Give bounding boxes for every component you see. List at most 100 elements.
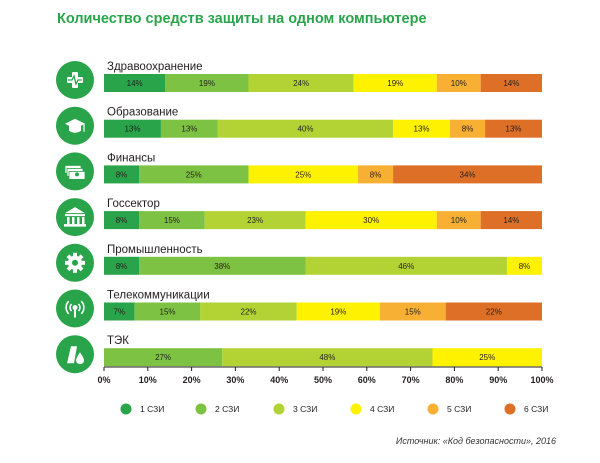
- segment-value-label: 14%: [503, 79, 519, 88]
- x-tick-label: 90%: [489, 375, 507, 385]
- legend-label: 5 СЗИ: [447, 404, 471, 414]
- category-label: Финансы: [107, 152, 155, 164]
- bar-segment: [480, 74, 542, 92]
- segment-value-label: 10%: [451, 216, 467, 225]
- bar-segment: [358, 165, 394, 184]
- bar-segment: [217, 119, 394, 138]
- x-tick-label: 30%: [226, 375, 244, 385]
- bar-segment: [305, 211, 437, 230]
- x-tick-label: 10%: [139, 375, 157, 385]
- legend-item: 6 СЗИ: [504, 403, 548, 415]
- segment-value-label: 24%: [293, 79, 309, 88]
- segment-value-label: 8%: [462, 125, 474, 134]
- segment-value-label: 38%: [214, 262, 230, 271]
- bar-segment: [200, 302, 297, 321]
- legend-item: 3 СЗИ: [273, 403, 317, 415]
- x-tick-label: 40%: [270, 375, 288, 385]
- bars-group: Здравоохранение 14% 19% 24% 19% 10% 14% Образов…: [104, 61, 542, 367]
- bar-segment: [248, 165, 359, 184]
- bar-segment: [222, 348, 433, 367]
- legend-swatch: [273, 403, 285, 415]
- segment-value-label: 27%: [155, 353, 171, 362]
- money-stack-icon: [56, 152, 94, 191]
- category-icons: [56, 61, 94, 374]
- category-label: Телекоммуникации: [107, 290, 210, 302]
- segment-value-label: 23%: [247, 216, 263, 225]
- bar-segment: [204, 211, 306, 230]
- bar-segment: [353, 74, 437, 92]
- bar-segment: [436, 211, 481, 230]
- bar-segment: [104, 211, 140, 230]
- bar-segment: [104, 256, 140, 275]
- legend-item: 2 СЗИ: [195, 403, 239, 415]
- segment-value-label: 14%: [503, 216, 519, 225]
- bar-segment: [379, 302, 446, 321]
- segment-value-label: 40%: [297, 125, 313, 134]
- segment-value-label: 13%: [414, 125, 430, 134]
- gear-icon: [56, 243, 94, 282]
- medical-cross-icon: [56, 61, 94, 99]
- legend-swatch: [504, 403, 516, 415]
- segment-value-label: 19%: [387, 79, 403, 88]
- segment-value-label: 8%: [370, 170, 382, 179]
- legend-swatch: [195, 403, 207, 415]
- government-building-icon: [56, 198, 94, 237]
- legend-swatch: [350, 403, 362, 415]
- bar-segment: [432, 348, 542, 367]
- segment-value-label: 13%: [506, 125, 522, 134]
- segment-value-label: 48%: [319, 353, 335, 362]
- x-axis: 0% 10% 20% 30% 40% 50% 60% 70% 80% 90% 100%: [97, 366, 554, 385]
- bar-segment: [506, 256, 542, 275]
- segment-value-label: 22%: [486, 308, 502, 317]
- bar-segment: [104, 302, 135, 321]
- bar-segment: [485, 119, 542, 138]
- category-label: Госсектор: [107, 198, 160, 210]
- bar-segment: [393, 165, 542, 184]
- segment-value-label: 7%: [114, 308, 126, 317]
- bar-segment: [139, 256, 306, 275]
- legend-swatch: [120, 403, 132, 415]
- bar-segment: [104, 348, 223, 367]
- legend-item: 1 СЗИ: [120, 403, 164, 415]
- x-tick-label: 60%: [358, 375, 376, 385]
- bar-segment: [160, 119, 218, 138]
- segment-value-label: 13%: [181, 125, 197, 134]
- bar-segment: [480, 211, 542, 230]
- segment-value-label: 15%: [405, 308, 421, 317]
- segment-value-label: 25%: [479, 353, 495, 362]
- legend-label: 2 СЗИ: [215, 404, 239, 414]
- legend-label: 3 СЗИ: [293, 404, 317, 414]
- segment-value-label: 15%: [164, 216, 180, 225]
- segment-value-label: 13%: [124, 125, 140, 134]
- x-tick-label: 70%: [402, 375, 420, 385]
- legend-swatch: [427, 403, 439, 415]
- segment-value-label: 10%: [451, 79, 467, 88]
- graduation-cap-icon: [56, 106, 94, 145]
- antenna-signal-icon: [56, 289, 94, 328]
- segment-value-label: 14%: [127, 79, 143, 88]
- segment-value-label: 8%: [519, 262, 531, 271]
- segment-value-label: 25%: [295, 170, 311, 179]
- bar-segment: [139, 165, 249, 184]
- x-tick-label: 20%: [183, 375, 201, 385]
- x-tick-label: 0%: [97, 375, 110, 385]
- segment-value-label: 30%: [363, 216, 379, 225]
- bar-segment: [104, 165, 140, 184]
- bar-segment: [296, 302, 380, 321]
- chart-title: Количество средств защиты на одном компь…: [57, 11, 427, 27]
- source-note: Источник: «Код безопасности», 2016: [395, 436, 556, 446]
- bar-segment: [165, 74, 249, 92]
- segment-value-label: 46%: [398, 262, 414, 271]
- bar-segment: [450, 119, 486, 138]
- segment-value-label: 15%: [160, 308, 176, 317]
- bar-segment: [445, 302, 542, 321]
- segment-value-label: 22%: [241, 308, 257, 317]
- category-label: ТЭК: [107, 335, 129, 347]
- category-label: Образование: [107, 107, 178, 119]
- x-tick-label: 80%: [445, 375, 463, 385]
- segment-value-label: 34%: [460, 170, 476, 179]
- segment-value-label: 19%: [330, 308, 346, 317]
- bar-segment: [134, 302, 201, 321]
- segment-value-label: 25%: [186, 170, 202, 179]
